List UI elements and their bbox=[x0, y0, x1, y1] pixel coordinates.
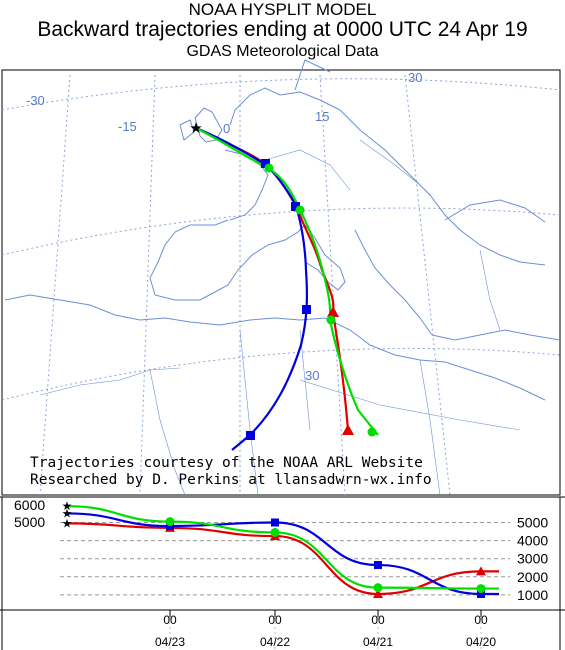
height-marker-blue bbox=[374, 561, 382, 570]
green-marker-3 bbox=[326, 315, 336, 325]
blue-marker-4 bbox=[246, 431, 255, 440]
graticule-lon-30 bbox=[404, 74, 451, 496]
meteo-data-label: GDAS Meteorological Data bbox=[186, 43, 379, 60]
coast-turkey bbox=[431, 329, 561, 341]
border-2 bbox=[149, 369, 186, 496]
border-4 bbox=[299, 329, 311, 431]
xtick-hour-label: 00 bbox=[371, 613, 385, 627]
xtick-date-label: 04/22 bbox=[260, 635, 290, 649]
height-marker-red bbox=[476, 566, 486, 576]
xtick-date-label: 04/21 bbox=[363, 635, 393, 649]
height-marker-green bbox=[270, 527, 280, 537]
graticule-lat-60 bbox=[1, 78, 561, 111]
ytick-label: 4000 bbox=[517, 533, 548, 549]
model-name: NOAA HYSPLIT MODEL bbox=[188, 0, 377, 19]
border-1 bbox=[39, 367, 181, 396]
blue-marker-3 bbox=[302, 305, 311, 314]
borders bbox=[39, 139, 521, 496]
lat-label-30: 30 bbox=[305, 368, 319, 383]
border-6 bbox=[419, 359, 441, 496]
trajectory-green bbox=[195, 127, 379, 436]
coast-scandinavia bbox=[294, 59, 331, 91]
height-line-red bbox=[66, 522, 499, 596]
coast-north-sea bbox=[229, 87, 341, 126]
start-height-label: 6000 bbox=[14, 497, 45, 513]
xtick-hour-label: 00 bbox=[163, 613, 177, 627]
height-marker-red bbox=[373, 588, 383, 598]
ytick-label: 1000 bbox=[517, 587, 548, 603]
blue-marker-1 bbox=[261, 159, 270, 168]
xtick-date-label: 04/23 bbox=[155, 635, 185, 649]
ytick-label: 2000 bbox=[517, 569, 548, 585]
lon-label-m30: -30 bbox=[26, 93, 45, 108]
blue-marker-2 bbox=[291, 202, 300, 211]
ytick-label: 3000 bbox=[517, 551, 548, 567]
red-marker-2 bbox=[342, 424, 354, 435]
lon-label-15: 15 bbox=[315, 109, 329, 124]
height-line-green bbox=[66, 505, 499, 590]
height-marker-blue bbox=[271, 518, 279, 527]
coast-balkans bbox=[354, 229, 433, 336]
lon-label-30: 30 bbox=[408, 70, 422, 85]
green-marker-2 bbox=[295, 205, 305, 215]
border-3 bbox=[239, 329, 259, 496]
green-marker-1 bbox=[264, 163, 274, 173]
credit-line-2: Researched by D. Perkins at llansadwrn-w… bbox=[30, 472, 432, 488]
green-marker-4 bbox=[367, 427, 377, 437]
source-star-icon: ★ bbox=[189, 120, 202, 137]
start-star-icon: ★ bbox=[62, 506, 73, 520]
height-marker-green bbox=[476, 584, 486, 594]
xtick-hour-label: 00 bbox=[474, 613, 488, 627]
map-frame bbox=[1, 69, 561, 496]
coast-iberia bbox=[149, 219, 269, 301]
lon-label-0: 0 bbox=[223, 121, 230, 136]
border-9 bbox=[359, 139, 421, 186]
graticule-lon-m30 bbox=[39, 74, 71, 496]
height-marker-green bbox=[373, 583, 383, 593]
start-star-icon: ★ bbox=[62, 499, 73, 513]
border-5 bbox=[299, 379, 521, 431]
red-marker-1 bbox=[327, 306, 339, 317]
chart-title: Backward trajectories ending at 0000 UTC… bbox=[37, 18, 528, 41]
border-8 bbox=[264, 149, 351, 191]
graticule-lon-m15 bbox=[139, 74, 156, 496]
ytick-label: 5000 bbox=[517, 515, 548, 531]
coast-black-sea bbox=[444, 199, 546, 223]
coast-ireland bbox=[179, 119, 195, 141]
start-height-label: 5000 bbox=[14, 514, 45, 530]
xtick-date-label: 04/20 bbox=[466, 635, 496, 649]
height-marker-green bbox=[165, 517, 175, 527]
height-marker-blue bbox=[477, 589, 485, 598]
map-panel: -30 -15 0 15 30 30 ★ Trajectories courte… bbox=[1, 59, 561, 496]
credit-line-1: Trajectories courtesy of the NOAA ARL We… bbox=[30, 455, 423, 471]
coastlines bbox=[4, 59, 561, 401]
height-marker-blue bbox=[166, 522, 174, 531]
lon-label-m15: -15 bbox=[118, 119, 137, 134]
border-7 bbox=[479, 249, 501, 331]
coast-north-africa bbox=[4, 294, 546, 401]
start-star-icon: ★ bbox=[62, 516, 73, 530]
xtick-hour-label: 00 bbox=[268, 613, 282, 627]
coast-east-europe bbox=[339, 109, 546, 266]
height-line-blue bbox=[66, 512, 499, 596]
